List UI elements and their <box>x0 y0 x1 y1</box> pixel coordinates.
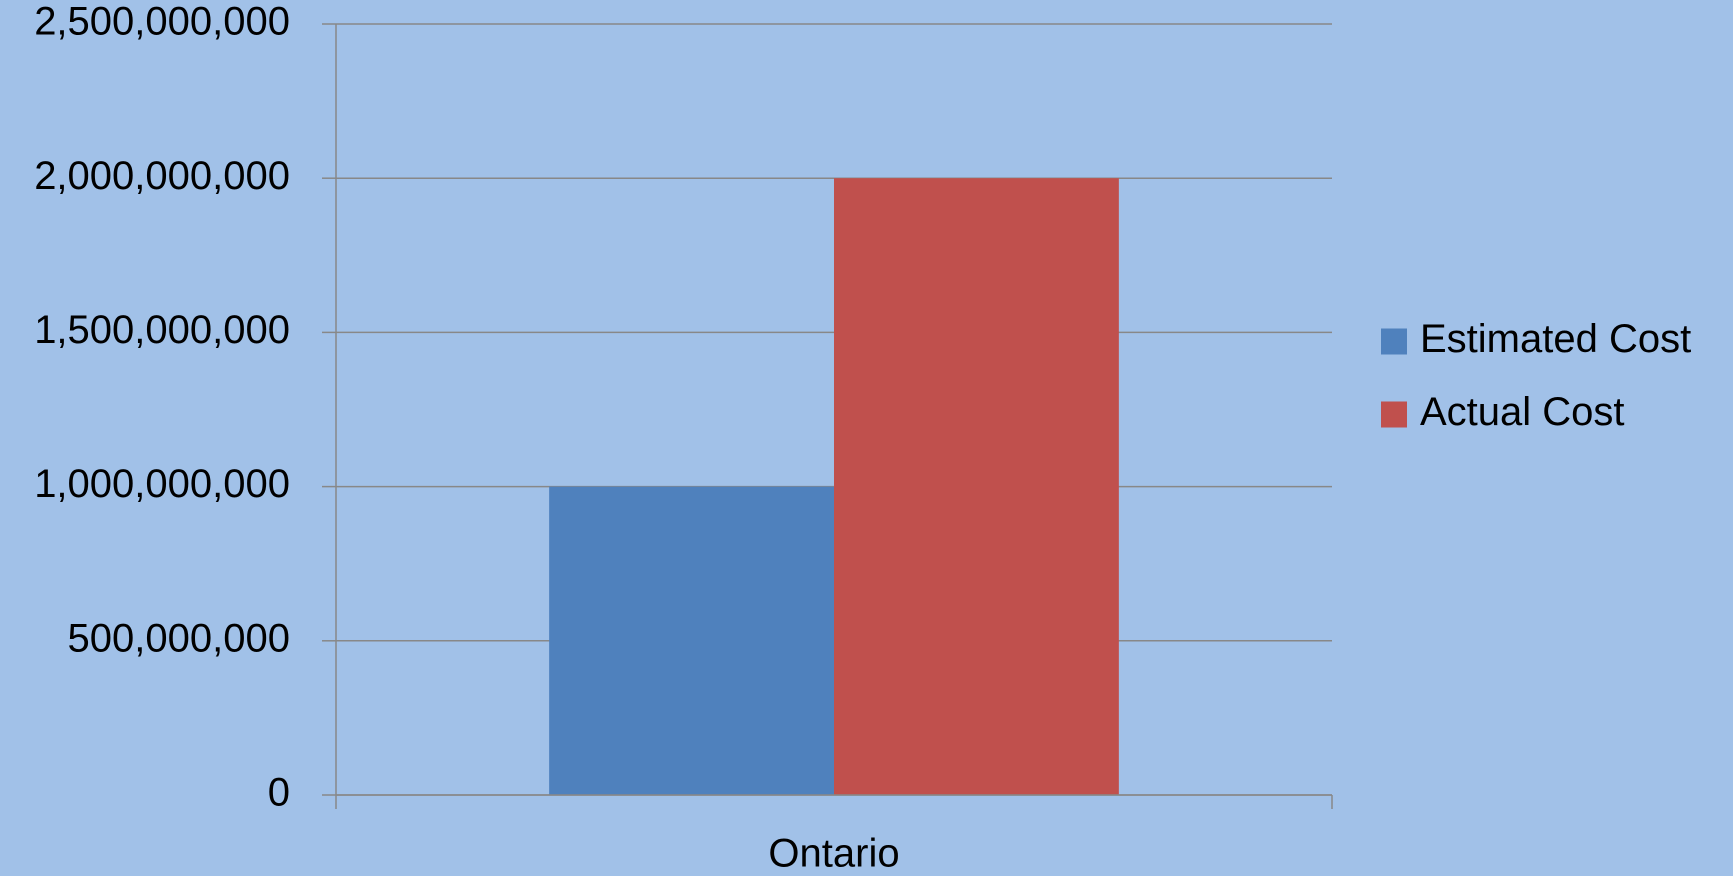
y-tick-label: 2,500,000,000 <box>34 0 290 44</box>
x-tick-label: Ontario <box>768 832 899 876</box>
legend-label: Actual Cost <box>1420 390 1625 434</box>
y-tick-label: 2,000,000,000 <box>34 154 290 198</box>
y-tick-label: 0 <box>268 771 290 815</box>
bar <box>549 486 834 795</box>
legend-swatch <box>1381 328 1407 355</box>
y-tick-label: 1,500,000,000 <box>34 308 290 352</box>
bar <box>834 178 1119 795</box>
legend-label: Estimated Cost <box>1420 317 1691 361</box>
y-tick-label: 500,000,000 <box>68 616 290 660</box>
y-tick-label: 1,000,000,000 <box>34 462 290 506</box>
legend-swatch <box>1381 401 1407 428</box>
